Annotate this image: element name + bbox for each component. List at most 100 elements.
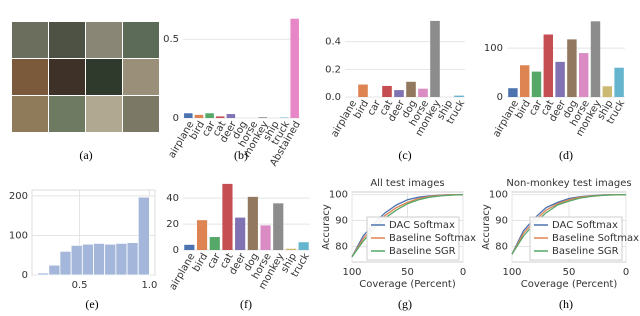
- image-tile: [12, 22, 48, 58]
- y-tick-label: 100: [484, 43, 503, 54]
- image-tile: [86, 59, 122, 95]
- legend-label: DAC Softmax: [552, 220, 618, 231]
- y-tick-label: 90: [495, 216, 508, 227]
- bar: [430, 20, 440, 98]
- x-tick-label: airplane: [167, 120, 197, 161]
- x-axis-label: Coverage (Percent): [359, 279, 456, 290]
- bar: [184, 113, 193, 118]
- bar: [226, 114, 236, 118]
- bar: [508, 88, 518, 97]
- image-tile: [123, 59, 159, 95]
- y-tick-label: 100: [489, 190, 508, 201]
- chart-title: All test images: [370, 178, 444, 189]
- image-tile: [49, 96, 85, 132]
- x-tick-label: 0.5: [72, 280, 88, 291]
- bar: [273, 203, 284, 250]
- histogram-bar: [37, 272, 50, 276]
- bar: [543, 34, 554, 97]
- bar: [602, 86, 613, 97]
- y-tick-label: 200: [9, 191, 28, 202]
- histogram-bar: [126, 242, 139, 276]
- x-axis-label: Coverage (Percent): [521, 279, 618, 290]
- panel-caption: (d): [559, 148, 573, 162]
- legend-label: Baseline SGR: [552, 246, 619, 257]
- x-tick-label: 100: [342, 267, 361, 278]
- panel-caption: (g): [398, 297, 412, 311]
- legend-label: Baseline SGR: [389, 246, 456, 257]
- y-tick-label: 90: [335, 216, 348, 227]
- y-tick-label: 0.0: [325, 92, 341, 103]
- bar: [205, 113, 214, 118]
- panel-caption: (e): [85, 297, 98, 311]
- y-tick-label: 40: [166, 193, 179, 204]
- bar: [614, 67, 624, 97]
- x-tick-label: 0: [460, 267, 466, 278]
- bar: [454, 95, 464, 97]
- bar: [235, 217, 246, 250]
- panel-caption: (a): [79, 148, 92, 162]
- bar: [406, 81, 416, 97]
- y-tick-label: 0.4: [325, 37, 341, 48]
- image-tile: [12, 59, 48, 95]
- image-tile: [86, 22, 122, 58]
- bar: [555, 61, 565, 97]
- legend-label: DAC Softmax: [389, 220, 455, 231]
- image-tile: [49, 22, 85, 58]
- histogram-bar: [104, 243, 117, 276]
- bar: [567, 39, 577, 97]
- image-tile: [123, 22, 159, 58]
- x-tick-label: 100: [502, 267, 521, 278]
- x-tick-label: airplane: [168, 252, 198, 293]
- x-tick-label: 50: [563, 267, 576, 278]
- y-tick-label: 100: [9, 230, 28, 241]
- monkey-image-grid: [12, 22, 159, 132]
- bar: [394, 90, 404, 97]
- legend-label: Baseline Softmax: [389, 233, 476, 244]
- x-tick-label: 50: [401, 267, 414, 278]
- bar: [247, 196, 258, 250]
- bar: [578, 53, 589, 97]
- panel-caption: (f): [240, 297, 252, 311]
- bar: [298, 242, 309, 250]
- histogram-bar: [59, 250, 72, 276]
- panel-caption: (b): [234, 148, 248, 162]
- bar: [184, 244, 195, 250]
- chart-title: Non-monkey test images: [506, 178, 631, 189]
- histogram-bar: [93, 242, 106, 276]
- y-tick-label: 0: [173, 245, 179, 256]
- histogram-bar: [70, 244, 83, 276]
- image-tile: [12, 96, 48, 132]
- x-tick-label: 1.0: [141, 280, 157, 291]
- y-tick-label: 80: [335, 241, 348, 252]
- histogram-bar: [137, 196, 150, 276]
- y-tick-label: 0: [497, 92, 503, 103]
- bar: [285, 248, 297, 250]
- panel-caption: (c): [398, 148, 411, 162]
- y-tick-label: 0: [173, 113, 179, 124]
- image-tile: [123, 96, 159, 132]
- bar: [418, 88, 428, 97]
- y-tick-label: 0.5: [163, 34, 179, 45]
- bar: [194, 114, 204, 118]
- bar: [290, 18, 299, 118]
- y-tick-label: 20: [166, 219, 179, 230]
- bar: [260, 225, 271, 250]
- bar: [590, 21, 601, 97]
- histogram-bar: [48, 264, 61, 276]
- image-tile: [86, 96, 122, 132]
- y-axis-label: Accuracy: [321, 204, 332, 250]
- y-tick-label: 80: [495, 241, 508, 252]
- y-tick-label: 0: [22, 270, 28, 281]
- bar: [222, 183, 233, 250]
- bar: [215, 116, 225, 118]
- bar: [382, 85, 392, 97]
- y-tick-label: 0.2: [325, 64, 341, 75]
- y-axis-label: Accuracy: [481, 204, 492, 250]
- panel-caption: (h): [559, 297, 573, 311]
- histogram-bar: [115, 242, 128, 276]
- bar: [531, 71, 542, 97]
- bar: [209, 237, 220, 250]
- x-tick-label: airplane: [329, 99, 359, 140]
- histogram-bar: [81, 243, 94, 276]
